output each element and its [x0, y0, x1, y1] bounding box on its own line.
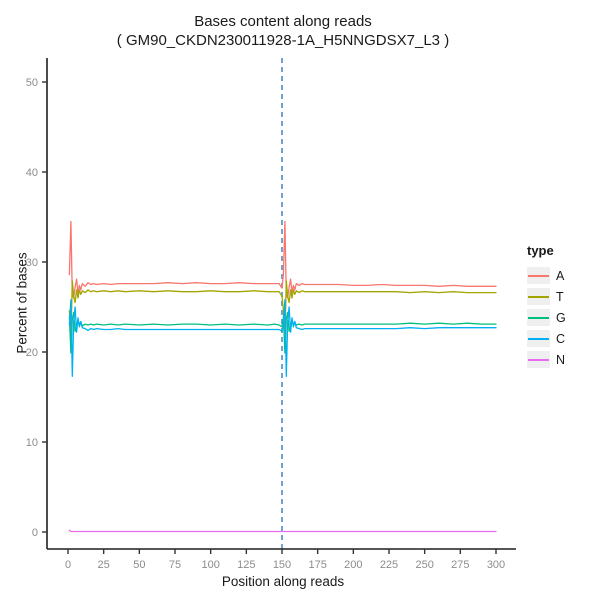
legend-item-G: G — [527, 307, 597, 328]
y-tick-label: 50 — [26, 77, 38, 89]
y-tick-label: 0 — [32, 527, 38, 539]
legend-key-swatch — [527, 288, 550, 305]
legend-title: type — [527, 243, 554, 258]
chart-title: Bases content along reads — [194, 13, 372, 30]
legend-label: G — [556, 310, 566, 325]
chart-subtitle: ( GM90_CKDN230011928-1A_H5NNGDSX7_L3 ) — [116, 32, 450, 49]
x-tick-label: 250 — [415, 559, 433, 571]
legend-label: C — [556, 331, 566, 346]
legend-item-C: C — [527, 328, 597, 349]
y-axis-title: Percent of bases — [14, 252, 30, 354]
x-tick-label: 100 — [201, 559, 219, 571]
legend-item-T: T — [527, 286, 597, 307]
x-tick-label: 25 — [98, 559, 110, 571]
x-tick-label: 150 — [273, 559, 291, 571]
x-tick-label: 275 — [451, 559, 469, 571]
series-line-N — [68, 529, 497, 533]
legend-item-A: A — [527, 265, 597, 286]
legend-label: A — [556, 268, 565, 283]
legend-label: N — [556, 352, 566, 367]
legend-key-line — [528, 316, 549, 319]
series-line-T — [68, 280, 497, 341]
x-tick-label: 175 — [308, 559, 326, 571]
x-tick-label: 200 — [344, 559, 362, 571]
legend-key-line — [528, 295, 549, 298]
legend-key-swatch — [527, 309, 550, 326]
x-tick-label: 0 — [65, 559, 71, 571]
y-tick-label: 10 — [26, 437, 38, 449]
legend-key-swatch — [527, 351, 550, 368]
legend-key-line — [528, 358, 549, 361]
x-tick-label: 300 — [487, 559, 505, 571]
legend-key-swatch — [527, 330, 550, 347]
series-line-A — [68, 220, 497, 299]
x-tick-label: 50 — [133, 559, 145, 571]
legend-key-line — [528, 274, 549, 277]
x-tick-label: 125 — [237, 559, 255, 571]
legend-label: T — [556, 289, 564, 304]
legend-item-N: N — [527, 349, 597, 370]
series-line-G — [68, 311, 497, 354]
legend-key-line — [528, 337, 549, 340]
series-line-C — [68, 299, 497, 377]
x-axis-title: Position along reads — [221, 574, 345, 589]
legend-key-swatch — [527, 267, 550, 284]
y-tick-label: 20 — [26, 347, 38, 359]
y-tick-label: 30 — [26, 257, 38, 269]
x-tick-label: 225 — [380, 559, 398, 571]
x-tick-label: 75 — [169, 559, 181, 571]
y-tick-label: 40 — [26, 167, 38, 179]
